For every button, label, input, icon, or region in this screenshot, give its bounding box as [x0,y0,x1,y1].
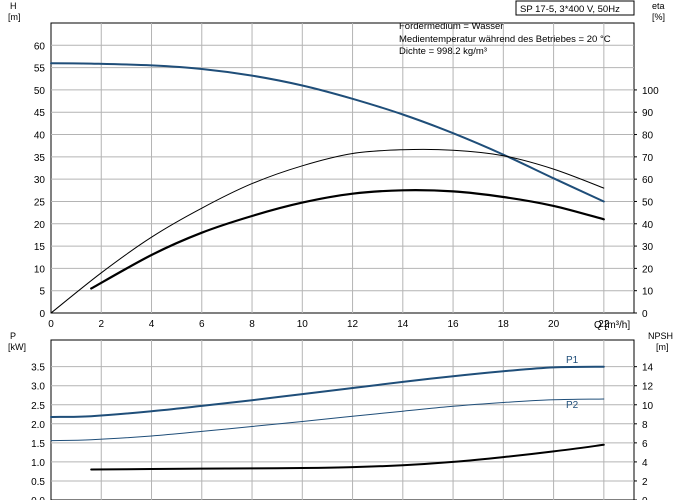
top-y2-axis-title-line2: [%] [652,12,665,22]
y2-tick-label: 100 [642,86,659,97]
y2-tick-label: 6 [642,439,648,450]
top-grid [51,23,634,313]
top-y2-axis-title-line1: eta [652,1,665,11]
bottom-plot-area [50,339,635,500]
series-line-p2 [50,398,605,442]
y-tick-label: 10 [34,264,46,275]
y-tick-label: 50 [34,86,46,97]
top-y-axis-title-line1: H [10,1,17,11]
y2-tick-label: 10 [642,287,654,298]
y2-tick-label: 10 [642,401,654,412]
x-tick-label: 2 [98,319,104,330]
x-axis-title: Q [m³/h] [594,320,630,331]
tick-labels: 0 2 4 6 8 10 12 14 16 18 20 22051015202530354045505… [31,41,659,500]
y-tick-label: 0 [39,309,45,320]
y-tick-label: 2.5 [31,401,45,412]
y-tick-label: 25 [34,197,46,208]
y2-tick-label: 4 [642,458,648,469]
bottom-y-axis-title-line2: [kW] [8,342,26,352]
x-tick-label: 22 [598,319,610,330]
y2-tick-label: 70 [642,153,654,164]
y-tick-label: 5 [39,287,45,298]
info-line-density: Dichte = 998.2 kg/m³ [399,46,487,57]
y2-tick-label: 0 [642,309,648,320]
bottom-y2-axis-title-line1: NPSH [648,331,673,341]
y2-tick-label: 30 [642,242,654,253]
series-line-npsh [90,443,605,471]
y2-tick-label: 8 [642,420,648,431]
y2-tick-label: 60 [642,175,654,186]
bottom-y2-axis-title-line2: [m] [656,342,669,352]
series-line-eta-total [90,189,605,290]
y2-tick-label: 80 [642,131,654,142]
chart-title: SP 17-5, 3*400 V, 50Hz [520,4,620,15]
title-box [515,0,635,16]
y2-tick-label: 50 [642,197,654,208]
y-tick-label: 0.5 [31,477,45,488]
y2-tick-label: 90 [642,108,654,119]
y-tick-label: 55 [34,64,46,75]
y-tick-label: 20 [34,220,46,231]
y-tick-label: 2.0 [31,420,45,431]
y-tick-label: 15 [34,242,46,253]
x-tick-label: 18 [498,319,510,330]
y-tick-label: 60 [34,41,46,52]
y2-tick-label: 2 [642,477,648,488]
y2-tick-label: 14 [642,363,654,374]
x-tick-label: 14 [397,319,409,330]
series-label-p2: P2 [566,400,579,411]
x-tick-label: 8 [249,319,255,330]
x-tick-label: 0 [48,319,54,330]
y2-tick-label: 20 [642,264,654,275]
x-tick-label: 10 [297,319,309,330]
y2-tick-label: 40 [642,220,654,231]
y-tick-label: 1.0 [31,458,45,469]
series-line-eta-pump [50,148,605,314]
x-tick-label: 12 [347,319,359,330]
top-plot-area [50,22,635,314]
y-tick-label: 3.5 [31,363,45,374]
y-tick-label: 3.0 [31,382,45,393]
info-line-medium: Fördermedium = Wasser [399,21,503,32]
series-label-p1: P1 [566,355,579,366]
top-y-axis-title-line2: [m] [8,12,21,22]
y-tick-label: 0.0 [31,496,45,500]
series-line-p1 [50,365,605,418]
y2-tick-label: 12 [642,382,654,393]
y2-tick-label: 0 [642,496,648,500]
series-lines [50,62,605,471]
x-tick-label: 6 [199,319,205,330]
y-tick-label: 30 [34,175,46,186]
info-line-temperature: Medientemperatur während des Betriebes =… [399,34,611,45]
x-tick-label: 16 [448,319,460,330]
y-tick-label: 35 [34,153,46,164]
x-tick-label: 20 [548,319,560,330]
bottom-y-axis-title-line1: P [10,331,16,341]
y-tick-label: 40 [34,131,46,142]
x-tick-label: 4 [149,319,155,330]
y-tick-label: 1.5 [31,439,45,450]
bottom-grid [51,340,634,500]
y-tick-label: 45 [34,108,46,119]
